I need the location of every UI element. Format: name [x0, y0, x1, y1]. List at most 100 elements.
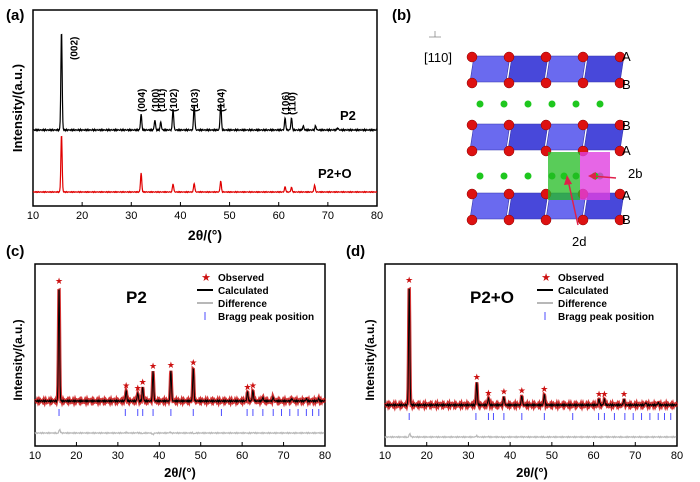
observed-peak-marker: ★ [139, 377, 147, 387]
legend-difference: Difference [218, 299, 267, 310]
panel-d-plot: ★★★ ★ ★ ★ ★★ ★ [383, 275, 679, 439]
oxygen-atom [540, 51, 552, 63]
x-tick-label: 30 [462, 450, 474, 462]
x-tick-label: 50 [223, 210, 235, 222]
layer-label: B [622, 118, 631, 133]
legend-bragg: Bragg peak position [558, 312, 654, 323]
x-tick-label: 80 [671, 450, 683, 462]
panel-d-label: (d) [346, 243, 365, 260]
observed-peak-marker: ★ [620, 389, 628, 399]
x-tick-label: 20 [421, 450, 433, 462]
layer-label: B [622, 212, 631, 227]
x-tick-label: 10 [29, 450, 41, 462]
oxygen-atom [503, 188, 515, 200]
oxygen-atom [466, 119, 478, 131]
series-p2-line [32, 33, 378, 133]
oxygen-atom [577, 214, 589, 226]
observed-peak-marker: ★ [518, 385, 526, 395]
panel-a-frame [32, 9, 378, 207]
panel-d-ylabel: Intensity/(a.u.) [363, 319, 377, 400]
oxygen-atom [466, 214, 478, 226]
peak-label: (002) [70, 37, 81, 60]
legend-observed: Observed [558, 273, 604, 284]
sodium-atom [548, 100, 556, 108]
panel-a: (a) Intensity/(a.u.) 2θ/(°) 10 20 30 40 50 60… [6, 7, 383, 243]
peak-label: (100) [151, 89, 162, 112]
oxygen-atom [614, 188, 626, 200]
sodium-atom [500, 100, 508, 108]
x-tick-label: 80 [371, 210, 383, 222]
oxygen-atom [614, 145, 626, 157]
difference-line [384, 432, 677, 439]
legend-observed-icon: ★ [541, 272, 551, 284]
sodium-atom [596, 100, 604, 108]
oxygen-atom [466, 51, 478, 63]
observed-peak-marker: ★ [500, 387, 508, 397]
oxygen-atom [503, 145, 515, 157]
observed-peak-marker: ★ [189, 358, 197, 368]
arrow-2d-head [564, 175, 572, 185]
x-tick-label: 30 [112, 450, 124, 462]
x-tick-label: 20 [70, 450, 82, 462]
legend-observed-icon: ★ [201, 272, 211, 284]
x-tick-label: 50 [546, 450, 558, 462]
layer-label: A [622, 49, 631, 64]
legend-difference: Difference [558, 299, 607, 310]
arrow-2b-head [588, 172, 596, 180]
x-tick-label: 70 [277, 450, 289, 462]
panel-a-ylabel: Intensity/(a.u.) [10, 64, 25, 152]
x-tick-label: 10 [27, 210, 39, 222]
observed-trace [34, 287, 327, 408]
sodium-atom [560, 172, 568, 180]
x-tick-label: 60 [587, 450, 599, 462]
peak-label: (004) [137, 89, 148, 112]
x-tick-label: 50 [195, 450, 207, 462]
site-2b-label: 2b [628, 166, 642, 181]
peak-label: (101) [157, 89, 168, 112]
x-tick-label: 20 [76, 210, 88, 222]
observed-peak-marker: ★ [243, 382, 251, 392]
sodium-atom [572, 100, 580, 108]
crystal-structure [466, 51, 626, 226]
calculated-line [384, 288, 678, 408]
panel-c: (c) P2 Intensity/(a.u.) 2θ/(°) 10 20 30 40 5… [6, 243, 331, 480]
oxygen-atom [540, 119, 552, 131]
series-p2o-label: P2+O [318, 166, 352, 181]
observed-peak-marker: ★ [473, 372, 481, 382]
panel-c-plot: ★★ ★★★ ★ ★★★ [34, 276, 327, 436]
oxygen-atom [614, 119, 626, 131]
legend-calculated: Calculated [218, 286, 269, 297]
layer-label: A [622, 143, 631, 158]
panel-d-legend: ★ Observed Calculated Difference Bragg p… [537, 272, 654, 323]
x-tick-label: 10 [379, 450, 391, 462]
axis-indicator-icon [429, 31, 441, 38]
sodium-atom [476, 172, 484, 180]
calculated-line [34, 289, 326, 404]
observed-peak-marker: ★ [249, 381, 257, 391]
peak-label: (103) [190, 89, 201, 112]
x-tick-label: 70 [629, 450, 641, 462]
panel-d: (d) P2+O Intensity/(a.u.) 2θ/(°) 10 20 30 4… [346, 243, 683, 480]
oxygen-atom [503, 119, 515, 131]
oxygen-atom [540, 77, 552, 89]
peak-label: (104) [217, 89, 228, 112]
oxygen-atom [466, 145, 478, 157]
x-tick-label: 60 [273, 210, 285, 222]
panel-d-xlabel: 2θ/(°) [516, 465, 548, 480]
panel-a-label: (a) [6, 7, 24, 24]
oxygen-atom [614, 214, 626, 226]
x-tick-label: 40 [153, 450, 165, 462]
x-tick-label: 60 [236, 450, 248, 462]
panel-a-x-ticks: 10 20 30 40 50 60 70 80 [27, 202, 383, 222]
x-tick-label: 40 [504, 450, 516, 462]
sodium-atom [500, 172, 508, 180]
observed-peak-marker: ★ [149, 361, 157, 371]
panel-c-x-ticks: 10 20 30 40 50 60 70 80 [29, 442, 331, 462]
observed-peak-marker: ★ [595, 389, 603, 399]
observed-peak-marker: ★ [167, 360, 175, 370]
sodium-atom [524, 172, 532, 180]
observed-peak-marker: ★ [600, 389, 608, 399]
x-tick-label: 40 [174, 210, 186, 222]
